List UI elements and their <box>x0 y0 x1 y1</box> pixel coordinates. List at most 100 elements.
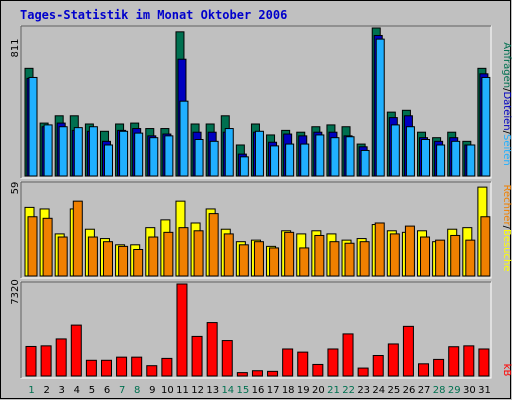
bar-rechner-day-7 <box>118 245 129 277</box>
legend-sep-3: / <box>501 226 512 230</box>
bar-kb-day-8 <box>131 356 143 377</box>
bar-rechner-day-15 <box>238 244 249 277</box>
bar-kb-day-7 <box>116 356 128 377</box>
legend-middle: Rechner/Besuche <box>501 184 512 271</box>
bar-rechner-day-10 <box>163 231 174 277</box>
bar-kb-day-19 <box>297 351 309 377</box>
bar-rechner-day-28 <box>435 239 446 277</box>
bar-seiten-day-20 <box>315 134 325 177</box>
bar-kb-day-30 <box>463 345 475 377</box>
bar-seiten-day-18 <box>285 143 295 177</box>
day-label-25: 25 <box>388 385 401 396</box>
bar-kb-day-26 <box>402 325 414 377</box>
day-label-9: 9 <box>149 385 155 396</box>
chart-title: Tages-Statistik im Monat Oktober 2006 <box>20 8 287 22</box>
bar-rechner-day-21 <box>329 241 340 277</box>
bar-rechner-day-22 <box>344 242 355 277</box>
bar-seiten-day-31 <box>481 76 491 177</box>
bar-rechner-day-13 <box>208 213 219 277</box>
day-label-26: 26 <box>403 385 416 396</box>
day-label-4: 4 <box>74 385 80 396</box>
bar-seiten-day-24 <box>375 38 385 177</box>
bar-seiten-day-19 <box>300 143 310 177</box>
day-label-6: 6 <box>104 385 110 396</box>
bar-kb-day-24 <box>372 355 384 377</box>
bar-seiten-day-13 <box>209 140 219 177</box>
bar-rechner-day-14 <box>223 233 234 277</box>
bar-rechner-day-9 <box>148 236 159 277</box>
day-label-13: 13 <box>206 385 219 396</box>
day-label-28: 28 <box>433 385 446 396</box>
bar-kb-day-14 <box>221 340 233 377</box>
bar-rechner-day-18 <box>284 231 295 277</box>
bar-seiten-day-3 <box>58 126 68 177</box>
day-label-23: 23 <box>357 385 370 396</box>
bar-kb-day-10 <box>161 357 173 377</box>
day-label-1: 1 <box>28 385 34 396</box>
bar-seiten-day-5 <box>88 126 98 177</box>
bar-rechner-day-2 <box>42 217 53 277</box>
bar-seiten-day-11 <box>179 100 189 177</box>
ymax-label-top: 811 <box>10 38 21 57</box>
bar-seiten-day-26 <box>405 126 415 177</box>
day-label-11: 11 <box>176 385 189 396</box>
bar-kb-day-28 <box>433 358 445 377</box>
panel-hits-files-pages <box>20 25 492 179</box>
bar-rechner-day-26 <box>404 225 415 277</box>
bar-rechner-day-5 <box>87 236 98 277</box>
bar-kb-day-18 <box>282 348 294 377</box>
bar-kb-day-25 <box>387 343 399 377</box>
day-label-14: 14 <box>221 385 234 396</box>
legend-kb: kB <box>501 364 512 377</box>
bar-rechner-day-12 <box>193 230 204 277</box>
day-label-10: 10 <box>161 385 174 396</box>
day-label-31: 31 <box>478 385 491 396</box>
day-label-20: 20 <box>312 385 325 396</box>
legend-top: Anfragen/Dateien/Seiten <box>501 42 512 165</box>
bar-rechner-day-17 <box>269 247 280 277</box>
bar-kb-day-17 <box>267 370 279 377</box>
bar-seiten-day-17 <box>270 145 280 177</box>
bar-rechner-day-20 <box>314 234 325 277</box>
bar-kb-day-1 <box>25 345 37 377</box>
legend-bottom: kB <box>501 364 512 377</box>
bar-kb-day-29 <box>448 346 460 377</box>
bar-seiten-day-30 <box>466 144 476 177</box>
bar-seiten-day-27 <box>421 139 431 177</box>
bar-rechner-day-16 <box>253 241 264 277</box>
bar-seiten-day-12 <box>194 139 204 177</box>
bar-seiten-day-9 <box>149 137 159 177</box>
legend-sep-1: / <box>501 88 512 92</box>
bar-rechner-day-25 <box>389 233 400 277</box>
bar-kb-day-3 <box>55 338 67 377</box>
bar-rechner-day-6 <box>102 241 113 277</box>
day-label-22: 22 <box>342 385 355 396</box>
bar-rechner-day-23 <box>359 241 370 277</box>
bar-seiten-day-14 <box>224 128 234 177</box>
bar-kb-day-4 <box>70 324 82 377</box>
day-label-5: 5 <box>89 385 95 396</box>
bar-kb-day-13 <box>206 322 218 377</box>
bar-rechner-day-30 <box>465 239 476 277</box>
bar-kb-day-21 <box>327 348 339 377</box>
bar-kb-day-20 <box>312 363 324 377</box>
day-label-2: 2 <box>43 385 49 396</box>
bar-seiten-day-28 <box>436 144 446 177</box>
bar-kb-day-22 <box>342 333 354 377</box>
day-axis-labels: 1 2 3 4 5 6 7 8 9 10 11 12 13 14 15 16 17 18 19 20 21 22 23 24 2… <box>28 385 490 396</box>
bar-rechner-day-3 <box>57 236 68 277</box>
legend-sep-2: / <box>501 131 512 135</box>
legend-seiten: Seiten <box>501 134 512 166</box>
day-label-30: 30 <box>463 385 476 396</box>
day-label-15: 15 <box>237 385 250 396</box>
bar-kb-day-31 <box>478 348 490 377</box>
day-label-19: 19 <box>297 385 310 396</box>
bar-seiten-day-10 <box>164 135 174 177</box>
day-label-27: 27 <box>418 385 431 396</box>
bar-seiten-day-21 <box>330 137 340 177</box>
bar-rechner-day-8 <box>133 248 144 277</box>
bar-seiten-day-6 <box>103 144 113 177</box>
ymax-label-bottom: 7320 <box>10 279 21 304</box>
